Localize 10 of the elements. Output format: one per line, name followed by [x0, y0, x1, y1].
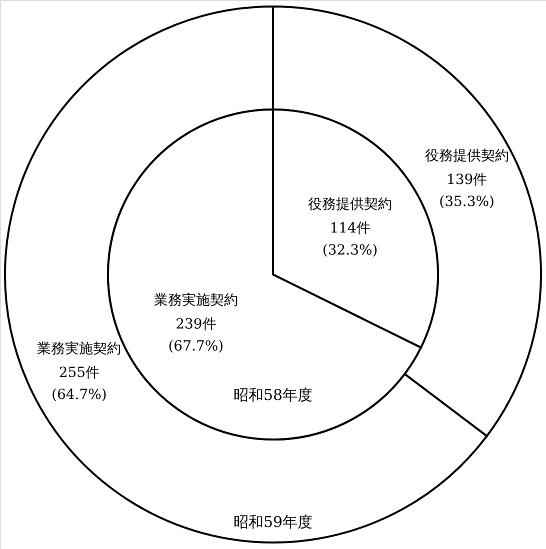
text: 114件 (32.3%): [322, 220, 378, 259]
slice-label: 昭和59年度: [233, 513, 313, 531]
slice-label: 業務実施契約: [154, 292, 238, 308]
slice-label: 役務提供契約: [308, 196, 392, 213]
slice-label: 昭和58年度: [233, 386, 313, 404]
text: 139件 (35.3%): [439, 172, 495, 210]
text: 239件 (67.7%): [168, 316, 224, 354]
slice-label: 役務提供契約: [424, 148, 509, 164]
slice-label: 業務実施契約: [37, 340, 122, 357]
text: 255件 (64.7%): [51, 364, 107, 403]
